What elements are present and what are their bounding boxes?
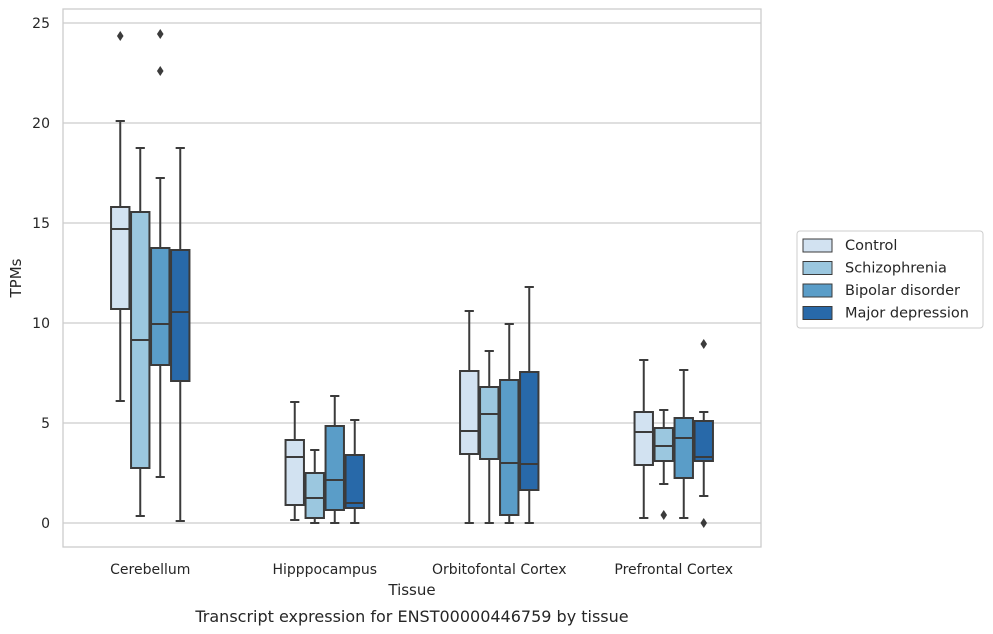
legend-label: Schizophrenia xyxy=(845,261,947,277)
x-tick-labels: Cerebellum Hipppocampus Orbitofontal Corte… xyxy=(110,562,733,578)
box-major-depression xyxy=(519,286,540,524)
legend-frame xyxy=(796,230,984,329)
box-plots xyxy=(110,29,714,528)
box-body xyxy=(673,417,694,479)
box-control xyxy=(110,31,131,402)
y-tick-label: 15 xyxy=(32,216,50,232)
outlier-point xyxy=(156,29,164,39)
box-schizophrenia xyxy=(479,350,500,524)
box-body xyxy=(284,439,305,506)
x-axis-title: Tissue xyxy=(387,581,435,599)
box-body xyxy=(499,379,520,516)
box-bipolar-disorder xyxy=(150,29,171,478)
outlier-point xyxy=(116,31,124,41)
y-tick-labels: 0 5 10 15 20 25 xyxy=(32,16,50,532)
y-tick-label: 25 xyxy=(32,16,50,32)
box-bipolar-disorder xyxy=(324,395,345,524)
box-body xyxy=(324,425,345,511)
outlier-point xyxy=(156,66,164,76)
box-body xyxy=(459,370,480,455)
y-tick-label: 5 xyxy=(41,416,50,432)
box-control xyxy=(459,310,480,524)
y-tick-label: 0 xyxy=(41,516,50,532)
box-body xyxy=(519,371,540,491)
legend-label: Control xyxy=(845,238,897,254)
box-control xyxy=(284,401,305,521)
x-tick-label: Cerebellum xyxy=(110,562,190,578)
x-tick-label: Prefrontal Cortex xyxy=(614,562,733,578)
box-bipolar-disorder xyxy=(673,369,694,519)
legend-swatch xyxy=(802,283,833,298)
box-body xyxy=(110,206,131,310)
y-tick-label: 10 xyxy=(32,316,50,332)
box-body xyxy=(479,386,500,460)
box-schizophrenia xyxy=(304,449,325,524)
outlier-point xyxy=(660,510,668,520)
box-bipolar-disorder xyxy=(499,323,520,524)
box-body xyxy=(693,420,714,462)
box-body xyxy=(653,427,674,462)
box-body xyxy=(170,249,191,382)
plot-area-frame xyxy=(62,8,762,548)
y-tick-label: 20 xyxy=(32,116,50,132)
outlier-point xyxy=(700,339,708,349)
box-major-depression xyxy=(693,339,714,528)
y-axis-title: TPMs xyxy=(7,258,25,298)
box-body xyxy=(304,472,325,519)
box-body xyxy=(344,454,365,509)
box-major-depression xyxy=(344,419,365,524)
legend-label: Bipolar disorder xyxy=(845,283,960,299)
box-schizophrenia xyxy=(130,147,151,517)
legend-swatch xyxy=(802,238,833,253)
legend-label: Major depression xyxy=(845,306,969,322)
chart-caption: Transcript expression for ENST0000044675… xyxy=(194,607,628,626)
box-body xyxy=(633,411,654,466)
box-major-depression xyxy=(170,147,191,522)
legend: Control Schizophrenia Bipolar disorder Majo… xyxy=(796,230,984,329)
x-tick-label: Orbitofontal Cortex xyxy=(432,562,567,578)
x-tick-label: Hipppocampus xyxy=(272,562,377,578)
box-body xyxy=(150,247,171,366)
box-control xyxy=(633,359,654,519)
legend-swatch xyxy=(802,261,833,275)
box-schizophrenia xyxy=(653,409,674,520)
legend-swatch xyxy=(802,306,833,320)
outlier-point xyxy=(700,518,708,528)
